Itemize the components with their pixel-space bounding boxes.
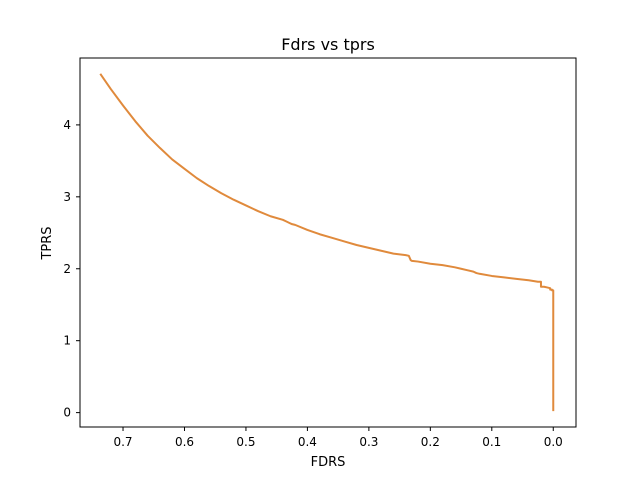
series-layer — [99, 73, 555, 412]
series-line — [99, 73, 555, 412]
x-tick-label: 0.3 — [359, 435, 378, 449]
x-tick-label: 0.4 — [298, 435, 317, 449]
x-tick-label: 0.5 — [236, 435, 255, 449]
x-tick-label: 0.0 — [544, 435, 563, 449]
y-axis-label: TPRS — [40, 226, 55, 260]
axes-frame — [79, 57, 577, 428]
x-axis-label: FDRS — [311, 455, 346, 470]
x-tick-label: 0.7 — [113, 435, 132, 449]
chart-title: Fdrs vs tprs — [281, 35, 375, 54]
y-tick-label: 2 — [63, 262, 71, 276]
x-tick-label: 0.2 — [421, 435, 440, 449]
ticks-layer: 0.7 0.6 0.5 0.4 0.3 0.2 0.1 0.0 0 1 2 3 4 — [63, 118, 562, 449]
y-tick-label: 4 — [63, 118, 71, 132]
y-tick-label: 3 — [63, 190, 71, 204]
x-tick-label: 0.6 — [175, 435, 194, 449]
x-tick-label: 0.1 — [482, 435, 501, 449]
y-tick-label: 1 — [63, 334, 71, 348]
y-tick-label: 0 — [63, 406, 71, 420]
